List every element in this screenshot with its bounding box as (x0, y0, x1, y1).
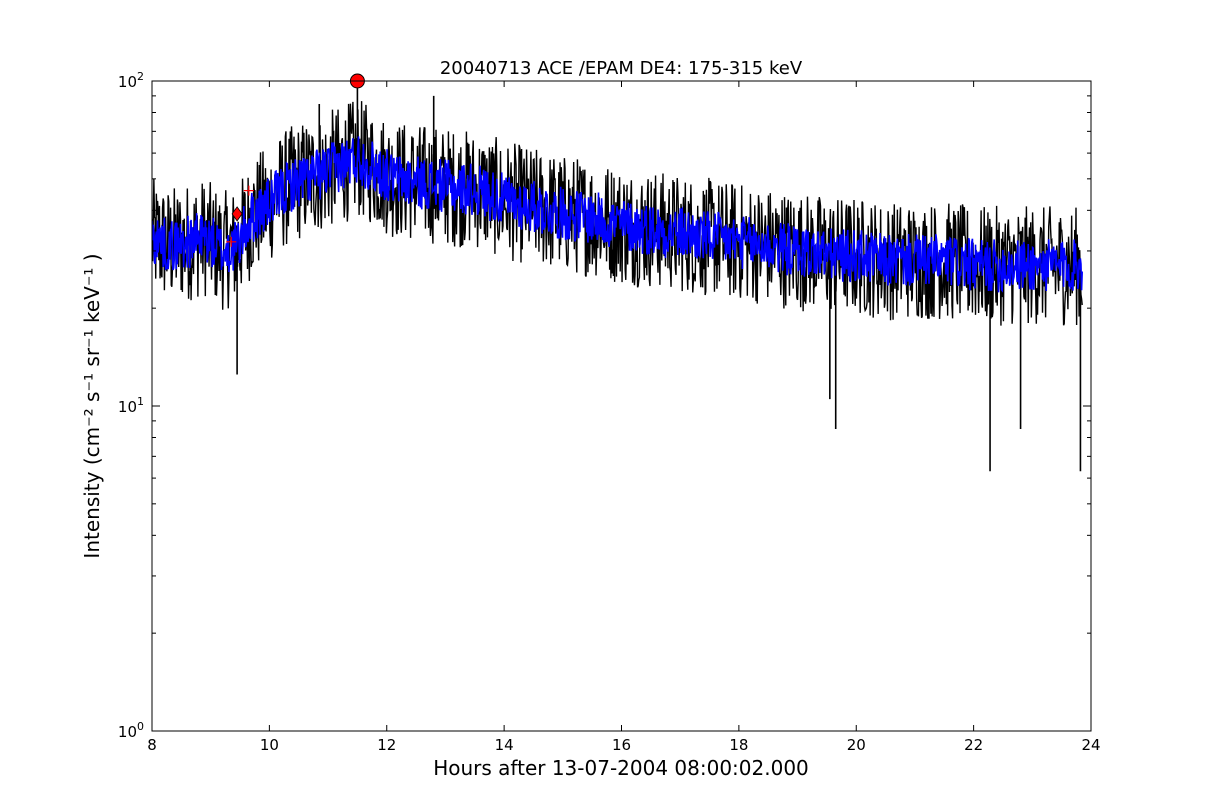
x-tick-label: 8 (147, 736, 157, 754)
x-axis-label: Hours after 13-07-2004 08:00:02.000 (433, 756, 809, 780)
y-axis: 100 101 102 (118, 70, 1091, 741)
x-tick-label: 16 (612, 736, 631, 754)
y-tick-label: 102 (118, 70, 144, 91)
x-tick-label: 22 (964, 736, 983, 754)
y-tick-label: 100 (118, 720, 144, 741)
series-smoothed-line (152, 136, 1083, 293)
chart-title: 20040713 ACE /EPAM DE4: 175-315 keV (440, 58, 803, 79)
y-tick-label: 101 (118, 395, 144, 416)
x-tick-label: 10 (260, 736, 279, 754)
x-tick-label: 12 (377, 736, 396, 754)
x-tick-label: 18 (729, 736, 748, 754)
marker-plus-2 (243, 185, 254, 196)
x-tick-label: 24 (1081, 736, 1100, 754)
x-tick-label: 14 (495, 736, 514, 754)
y-axis-label: Intensity (cm⁻² s⁻¹ sr⁻¹ keV⁻¹ ) (80, 253, 104, 558)
x-axis: 8 10 12 14 16 18 20 22 24 (147, 81, 1101, 754)
x-tick-label: 20 (847, 736, 866, 754)
marker-diamond (231, 206, 243, 222)
plot-area (152, 73, 1083, 472)
marker-plus-3 (226, 236, 237, 247)
series-layer (152, 88, 1083, 472)
